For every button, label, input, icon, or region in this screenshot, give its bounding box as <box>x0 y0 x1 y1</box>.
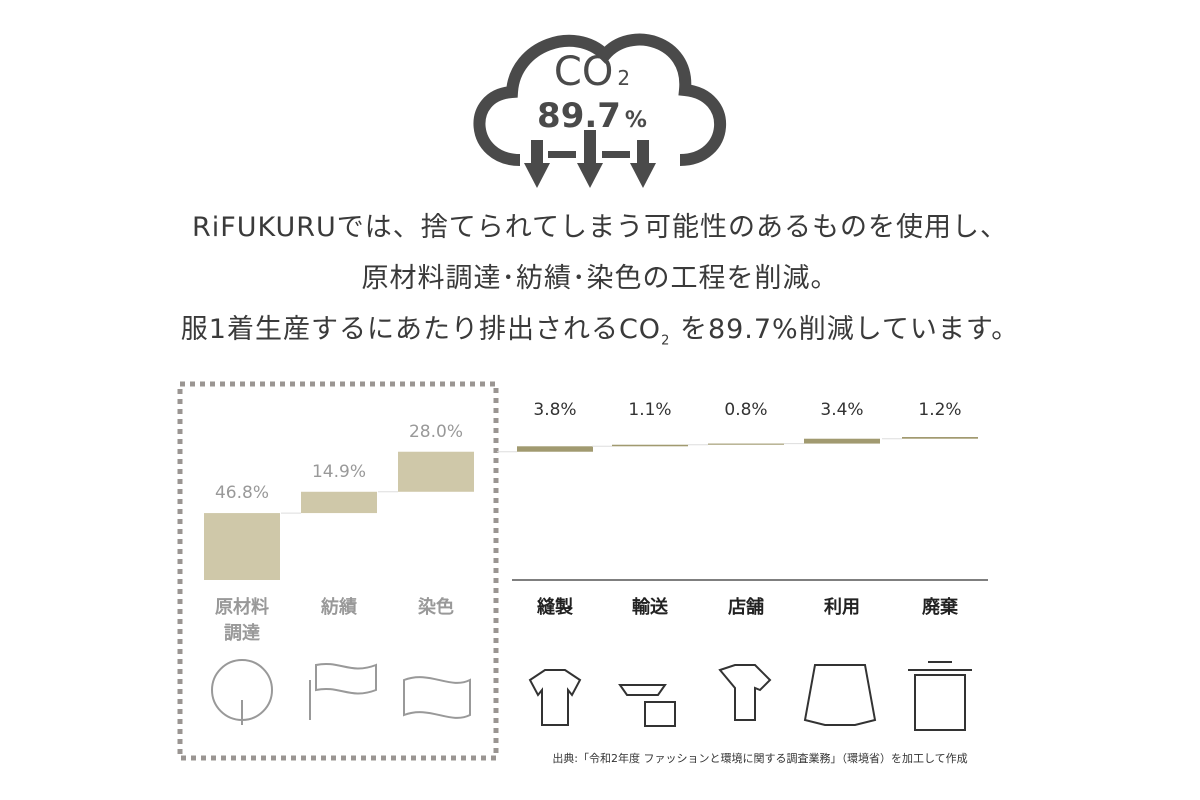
co2: CO 2 <box>554 49 630 95</box>
source: 出典:「令和2年度 ファッションと環境に関する調査業務」（環境省）を加工して作成 <box>552 751 967 765</box>
category-label: 輸送 <box>632 597 668 618</box>
bar <box>398 451 474 492</box>
category-label: 店舗 <box>728 597 764 618</box>
bar <box>708 443 784 445</box>
icons-left <box>211 659 471 725</box>
desc-line: RiFUKURUでは、捨てられてしまう可能性のあるものを使用し、 <box>191 212 1008 243</box>
cloud-gap <box>520 150 680 162</box>
value-label: 46.8% <box>214 483 269 504</box>
category-label: 縫製 <box>537 597 573 618</box>
bar <box>204 513 280 580</box>
value-label: 1.1% <box>628 400 672 420</box>
group-box <box>177 381 499 761</box>
value-label: 0.8% <box>724 400 768 420</box>
category-label: 廃棄 <box>922 597 958 618</box>
icons-right <box>528 661 972 731</box>
bar <box>902 437 978 439</box>
category-label: 利用 <box>824 597 860 618</box>
reduction: 89.7% <box>537 96 647 136</box>
arrows <box>524 130 656 188</box>
value-label: 3.8% <box>533 400 577 420</box>
category-label: 染色 <box>418 597 454 618</box>
value-label: 1.2% <box>918 400 962 420</box>
bar <box>301 491 377 514</box>
cloud <box>473 33 727 166</box>
desc-line: 服1着生産するにあたり排出されるCO2 を89.7%削減しています。 <box>180 314 1020 349</box>
value-label: 28.0% <box>408 421 463 442</box>
category-label: 紡績 <box>321 597 357 618</box>
bar <box>612 444 688 447</box>
value-label: 14.9% <box>311 461 366 482</box>
bar <box>517 446 593 452</box>
category-label: 原材料調達 <box>215 597 269 644</box>
value-label: 3.4% <box>820 400 864 420</box>
desc-line: 原材料調達･紡績･染色の工程を削減。 <box>361 263 839 294</box>
bar <box>804 438 880 444</box>
